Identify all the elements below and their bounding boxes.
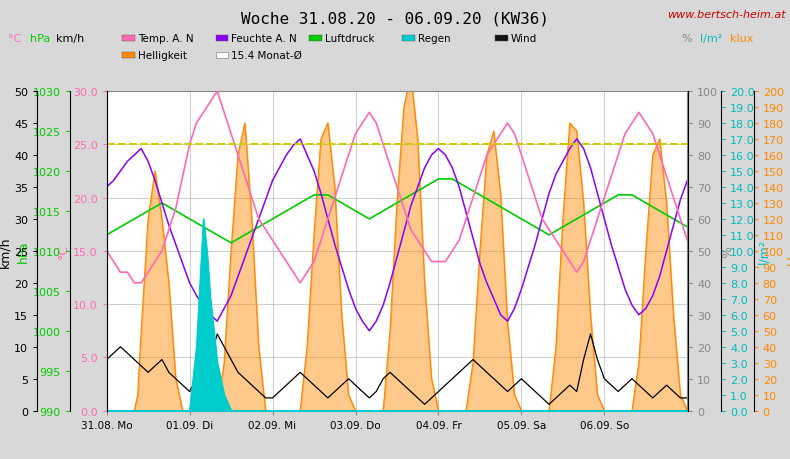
Y-axis label: %: % [721,245,734,257]
Text: l/m²: l/m² [700,34,722,44]
Text: hPa: hPa [30,34,51,44]
Text: Helligkeit: Helligkeit [138,51,187,61]
Text: 15.4 Monat-Ø: 15.4 Monat-Ø [231,51,303,61]
Y-axis label: km/h: km/h [0,235,11,267]
Y-axis label: °C: °C [57,244,70,259]
Text: Temp. A. N: Temp. A. N [138,34,194,44]
Text: Wind: Wind [511,34,537,44]
Text: Feuchte A. N: Feuchte A. N [231,34,297,44]
Text: °C: °C [8,34,21,44]
Y-axis label: klux: klux [787,238,790,264]
Text: %: % [681,34,691,44]
Text: Regen: Regen [418,34,450,44]
Text: Woche 31.08.20 - 06.09.20 (KW36): Woche 31.08.20 - 06.09.20 (KW36) [241,11,549,27]
Text: Luftdruck: Luftdruck [325,34,374,44]
Text: km/h: km/h [56,34,85,44]
Text: www.bertsch-heim.at: www.bertsch-heim.at [668,10,786,20]
Text: klux: klux [730,34,754,44]
Y-axis label: hPa: hPa [17,240,29,263]
Y-axis label: l/m²: l/m² [758,239,771,264]
